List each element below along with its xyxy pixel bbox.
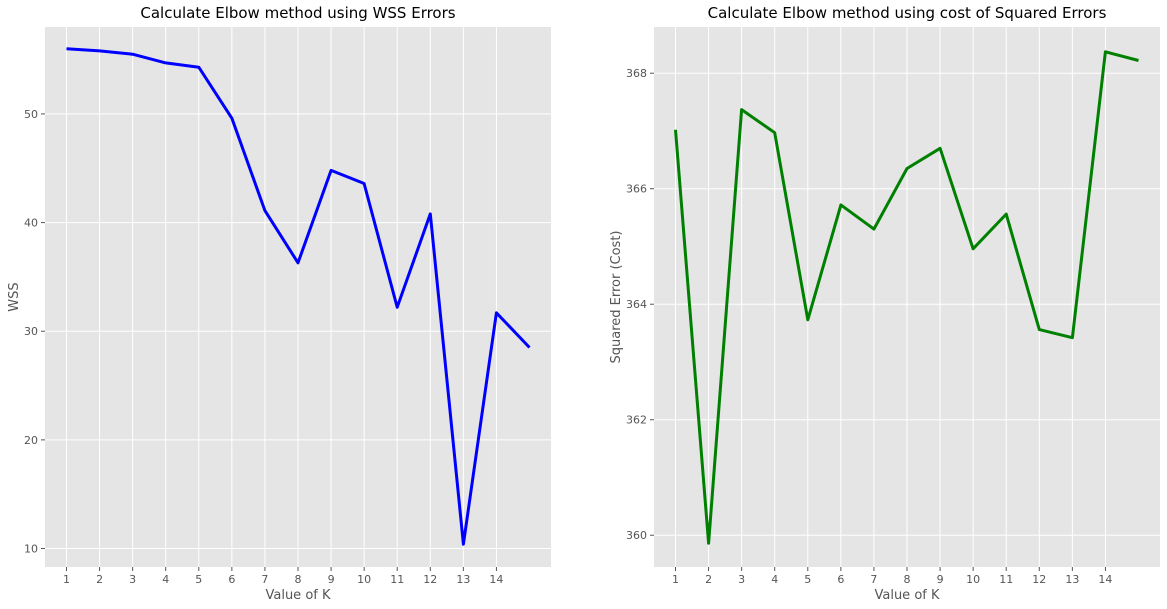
y-tick-label: 10 — [24, 543, 38, 556]
y-tick-label: 368 — [626, 67, 647, 80]
x-tick-label: 12 — [1032, 573, 1046, 586]
y-tick-label: 366 — [626, 183, 647, 196]
x-tick-label: 1 — [63, 573, 70, 586]
x-tick-label: 6 — [837, 573, 844, 586]
x-tick-label: 11 — [999, 573, 1013, 586]
x-tick-label: 2 — [96, 573, 103, 586]
y-tick-label: 364 — [626, 298, 647, 311]
chart-title: Calculate Elbow method using WSS Errors — [140, 4, 455, 22]
x-tick-label: 13 — [456, 573, 470, 586]
y-tick-label: 20 — [24, 434, 38, 447]
x-tick-label: 6 — [228, 573, 235, 586]
x-tick-label: 1 — [672, 573, 679, 586]
x-tick-label: 2 — [705, 573, 712, 586]
x-tick-label: 9 — [328, 573, 335, 586]
x-tick-label: 8 — [904, 573, 911, 586]
x-tick-label: 5 — [195, 573, 202, 586]
chart-title: Calculate Elbow method using cost of Squ… — [708, 4, 1107, 22]
y-tick-label: 30 — [24, 325, 38, 338]
x-tick-label: 8 — [295, 573, 302, 586]
x-tick-label: 14 — [1098, 573, 1112, 586]
x-tick-label: 12 — [423, 573, 437, 586]
x-tick-label: 4 — [162, 573, 169, 586]
x-axis-label: Value of K — [874, 588, 939, 603]
y-tick-label: 360 — [626, 529, 647, 542]
y-tick-label: 362 — [626, 414, 647, 427]
x-tick-label: 5 — [804, 573, 811, 586]
x-tick-label: 14 — [489, 573, 503, 586]
x-tick-label: 9 — [937, 573, 944, 586]
x-tick-label: 11 — [390, 573, 404, 586]
x-tick-label: 10 — [357, 573, 371, 586]
x-tick-label: 4 — [771, 573, 778, 586]
series-line-1 — [66, 47, 531, 546]
x-tick-label: 7 — [261, 573, 268, 586]
x-tick-label: 3 — [129, 573, 136, 586]
x-tick-label: 3 — [738, 573, 745, 586]
x-tick-label: 10 — [966, 573, 980, 586]
chart-panel-2: 1 2 3 4 5 6 7 8 9 10 11 12 13 14360362364366368Calcul… — [609, 4, 1160, 603]
y-axis-label: WSS — [7, 282, 22, 311]
x-tick-label: 13 — [1065, 573, 1079, 586]
series-line-1 — [674, 50, 1139, 545]
y-axis-label: Squared Error (Cost) — [609, 230, 624, 363]
x-tick-label: 7 — [870, 573, 877, 586]
y-tick-label: 50 — [24, 108, 38, 121]
y-tick-label: 40 — [24, 217, 38, 230]
x-axis-label: Value of K — [265, 588, 330, 603]
